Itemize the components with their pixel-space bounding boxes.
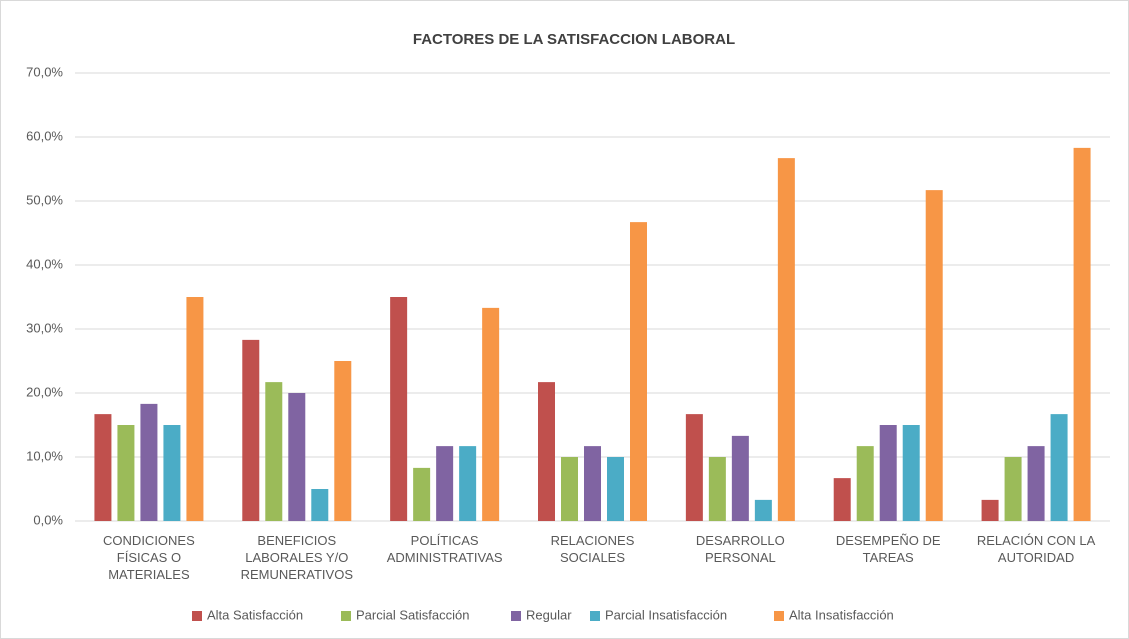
y-tick-label: 40,0% — [26, 256, 63, 271]
bar — [334, 361, 352, 521]
bar — [242, 339, 260, 521]
bar — [288, 393, 306, 521]
bar — [902, 425, 920, 521]
bar — [708, 457, 726, 521]
y-tick-label: 70,0% — [26, 64, 63, 79]
bar — [413, 467, 431, 521]
bar — [163, 425, 181, 521]
bar — [538, 382, 555, 521]
bar — [879, 425, 897, 521]
y-tick-label: 60,0% — [26, 128, 63, 143]
bar — [390, 297, 408, 521]
bar — [459, 446, 477, 521]
legend-swatch — [590, 611, 600, 621]
legend-label: Alta Insatisfacción — [789, 607, 894, 622]
bar — [186, 297, 204, 521]
bar — [140, 403, 158, 521]
legend-swatch — [341, 611, 351, 621]
legend-swatch — [192, 611, 202, 621]
y-tick-label: 0,0% — [33, 512, 63, 527]
bar — [630, 222, 647, 521]
bar — [731, 435, 749, 521]
bar — [1027, 446, 1045, 521]
bar — [436, 446, 454, 521]
bar — [925, 190, 943, 521]
bar — [607, 457, 624, 521]
y-tick-label: 30,0% — [26, 320, 63, 335]
bar — [856, 446, 874, 521]
legend-swatch — [511, 611, 521, 621]
chart-title: FACTORES DE LA SATISFACCION LABORAL — [413, 31, 735, 48]
x-tick-label: DESEMPEÑO DE TAREAS — [836, 533, 941, 565]
legend-swatch — [774, 611, 784, 621]
y-tick-label: 50,0% — [26, 192, 63, 207]
bar — [981, 499, 999, 521]
legend-label: Alta Satisfacción — [207, 607, 303, 622]
bar — [1073, 147, 1091, 521]
y-tick-label: 10,0% — [26, 448, 63, 463]
bar — [685, 414, 703, 521]
x-tick-label: BENEFICIOS LABORALES Y/O REMUNERATIVOS — [241, 533, 354, 582]
x-tick-label: DESARROLLO PERSONAL — [696, 533, 785, 565]
legend-label: Regular — [526, 607, 572, 622]
x-tick-label: RELACIONES SOCIALES — [551, 533, 635, 565]
y-tick-label: 20,0% — [26, 384, 63, 399]
legend-label: Parcial Satisfacción — [356, 607, 469, 622]
bar — [1004, 457, 1022, 521]
x-tick-label: CONDICIONES FÍSICAS O MATERIALES — [103, 533, 195, 582]
bar — [833, 478, 851, 521]
bar — [561, 457, 578, 521]
bar — [265, 382, 283, 521]
bar — [94, 414, 112, 521]
bar — [754, 499, 772, 521]
bar — [584, 446, 601, 521]
bar — [777, 158, 795, 521]
x-tick-label: RELACIÓN CON LA AUTORIDAD — [977, 533, 1096, 565]
bar — [311, 489, 329, 521]
x-tick-label: POLÍTICAS ADMINISTRATIVAS — [387, 533, 503, 565]
bar — [117, 425, 135, 521]
legend-label: Parcial Insatisfacción — [605, 607, 727, 622]
bar — [1050, 414, 1068, 521]
bar — [482, 307, 500, 521]
